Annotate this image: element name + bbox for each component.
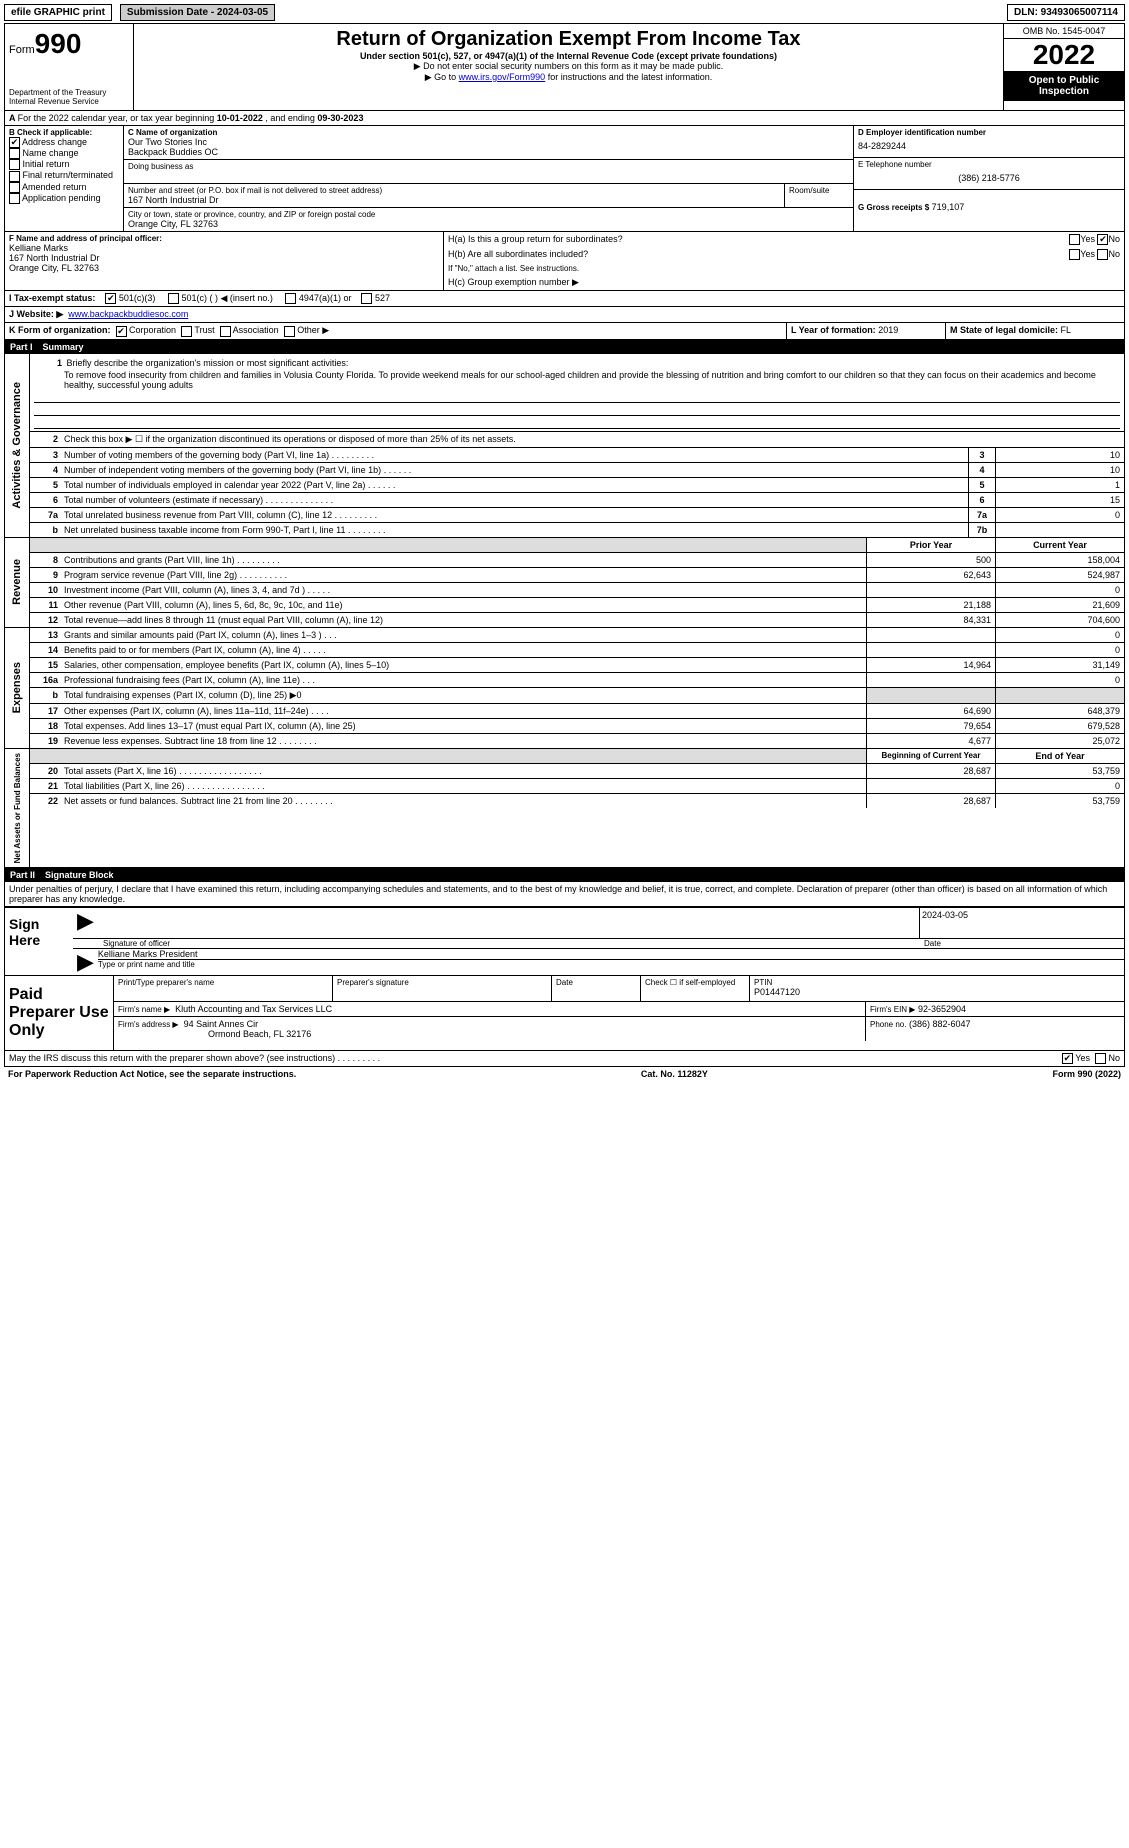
addr-change-check[interactable] bbox=[9, 137, 20, 148]
section-i: I Tax-exempt status: 501(c)(3) 501(c) ( … bbox=[4, 291, 1125, 307]
ty-end: 09-30-2023 bbox=[317, 113, 363, 123]
irs-url[interactable]: www.irs.gov/Form990 bbox=[459, 72, 546, 82]
year-formation: 2019 bbox=[878, 325, 898, 335]
final-return-check[interactable] bbox=[9, 171, 20, 182]
form-label: Form bbox=[9, 44, 35, 56]
firm-addr2: Ormond Beach, FL 32176 bbox=[118, 1029, 861, 1039]
irs-label: Internal Revenue Service bbox=[9, 97, 129, 106]
firm-name: Kluth Accounting and Tax Services LLC bbox=[175, 1004, 332, 1014]
officer-sign-name: Kelliane Marks President bbox=[98, 949, 1124, 960]
officer-name: Kelliane Marks bbox=[9, 243, 439, 253]
revenue-section: Revenue Prior YearCurrent Year 8Contribu… bbox=[4, 538, 1125, 628]
open-inspection: Open to Public Inspection bbox=[1004, 71, 1124, 101]
l7a-val: 0 bbox=[995, 508, 1124, 522]
section-j: J Website: ▶ www.backpackbuddiesoc.com bbox=[4, 307, 1125, 323]
section-bcdeg: B Check if applicable: Address change Na… bbox=[4, 126, 1125, 232]
ssn-note: ▶ Do not enter social security numbers o… bbox=[138, 61, 999, 72]
form-title: Return of Organization Exempt From Incom… bbox=[138, 28, 999, 51]
part2-header: Part II Signature Block bbox=[4, 868, 1125, 882]
officer-addr1: 167 North Industrial Dr bbox=[9, 253, 439, 263]
officer-addr2: Orange City, FL 32763 bbox=[9, 263, 439, 273]
l6-val: 15 bbox=[995, 493, 1124, 507]
form-header: Form990 Department of the Treasury Inter… bbox=[4, 23, 1125, 111]
section-c: C Name of organization Our Two Stories I… bbox=[124, 126, 854, 231]
amended-check[interactable] bbox=[9, 182, 20, 193]
section-deg: D Employer identification number 84-2829… bbox=[854, 126, 1124, 231]
sign-date: 2024-03-05 bbox=[919, 908, 1124, 938]
tax-year: 2022 bbox=[1004, 39, 1124, 71]
section-klm: K Form of organization: Corporation Trus… bbox=[4, 323, 1125, 339]
section-f: F Name and address of principal officer:… bbox=[5, 232, 444, 290]
l7b-val bbox=[995, 523, 1124, 537]
initial-return-check[interactable] bbox=[9, 159, 20, 170]
instructions-link: ▶ Go to www.irs.gov/Form990 for instruct… bbox=[138, 72, 999, 83]
state-domicile: FL bbox=[1061, 325, 1072, 335]
efile-label: efile GRAPHIC print bbox=[4, 4, 112, 21]
expenses-section: Expenses 13Grants and similar amounts pa… bbox=[4, 628, 1125, 749]
section-fh: F Name and address of principal officer:… bbox=[4, 232, 1125, 291]
part1-header: Part I Summary bbox=[4, 340, 1125, 354]
ein: 84-2829244 bbox=[858, 137, 1120, 155]
omb-number: OMB No. 1545-0047 bbox=[1004, 24, 1124, 39]
org-name1: Our Two Stories Inc bbox=[128, 137, 849, 147]
net-assets-section: Net Assets or Fund Balances Beginning of… bbox=[4, 749, 1125, 868]
mission-text: To remove food insecurity from children … bbox=[34, 370, 1120, 390]
activities-governance: Activities & Governance 1 Briefly descri… bbox=[4, 354, 1125, 538]
phone: (386) 218-5776 bbox=[858, 169, 1120, 187]
declaration: Under penalties of perjury, I declare th… bbox=[4, 882, 1125, 907]
section-h: H(a) Is this a group return for subordin… bbox=[444, 232, 1124, 290]
form-subtitle: Under section 501(c), 527, or 4947(a)(1)… bbox=[138, 51, 999, 61]
l3-val: 10 bbox=[995, 448, 1124, 462]
line-a: A For the 2022 calendar year, or tax yea… bbox=[4, 111, 1125, 126]
app-pending-check[interactable] bbox=[9, 193, 20, 204]
header-left: Form990 Department of the Treasury Inter… bbox=[5, 24, 134, 110]
irs-discuss: May the IRS discuss this return with the… bbox=[4, 1051, 1125, 1067]
firm-phone: (386) 882-6047 bbox=[909, 1019, 971, 1029]
l5-val: 1 bbox=[995, 478, 1124, 492]
website-url[interactable]: www.backpackbuddiesoc.com bbox=[68, 309, 188, 319]
city-state-zip: Orange City, FL 32763 bbox=[128, 219, 849, 229]
ty-begin: 10-01-2022 bbox=[217, 113, 263, 123]
dln: DLN: 93493065007114 bbox=[1007, 4, 1125, 21]
firm-addr1: 94 Saint Annes Cir bbox=[184, 1019, 259, 1029]
form-number: 990 bbox=[35, 28, 82, 59]
header-center: Return of Organization Exempt From Incom… bbox=[134, 24, 1003, 110]
org-name2: Backpack Buddies OC bbox=[128, 147, 849, 157]
page-footer: For Paperwork Reduction Act Notice, see … bbox=[4, 1067, 1125, 1081]
firm-ein: 92-3652904 bbox=[918, 1004, 966, 1014]
name-change-check[interactable] bbox=[9, 148, 20, 159]
ptin: P01447120 bbox=[754, 987, 1120, 997]
sign-here: Sign Here ▶ 2024-03-05 Signature of offi… bbox=[4, 907, 1125, 976]
gross-receipts: 719,107 bbox=[932, 202, 965, 212]
header-right: OMB No. 1545-0047 2022 Open to Public In… bbox=[1003, 24, 1124, 110]
paid-preparer: Paid Preparer Use Only Print/Type prepar… bbox=[4, 976, 1125, 1051]
dept-treasury: Department of the Treasury bbox=[9, 88, 129, 97]
section-b: B Check if applicable: Address change Na… bbox=[5, 126, 124, 231]
topbar: efile GRAPHIC print Submission Date - 20… bbox=[4, 4, 1125, 21]
l4-val: 10 bbox=[995, 463, 1124, 477]
submission-date-btn[interactable]: Submission Date - 2024-03-05 bbox=[120, 4, 275, 21]
street-addr: 167 North Industrial Dr bbox=[128, 195, 780, 205]
